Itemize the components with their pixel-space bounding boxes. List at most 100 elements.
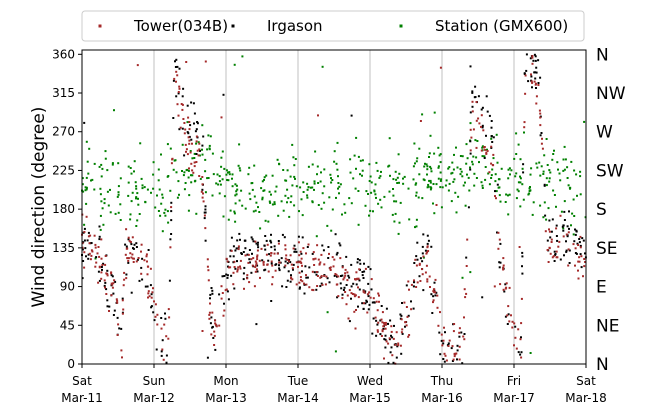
data-point [150, 293, 153, 296]
data-point [433, 111, 436, 114]
data-point [156, 323, 159, 326]
data-point [264, 219, 267, 222]
data-point [328, 281, 331, 284]
data-point [89, 258, 92, 261]
data-point [499, 283, 502, 286]
data-point [236, 188, 239, 191]
data-point [531, 55, 534, 57]
data-point [165, 361, 168, 364]
data-point [214, 322, 217, 325]
data-point [400, 314, 403, 317]
data-point [533, 80, 536, 83]
data-point [579, 175, 582, 178]
data-point [332, 265, 335, 268]
data-point [433, 288, 436, 291]
data-point [426, 246, 429, 249]
data-point [537, 59, 540, 62]
data-point [423, 165, 426, 168]
data-point [149, 267, 152, 270]
data-point [324, 283, 327, 286]
x-tick-day: Sun [143, 374, 166, 388]
data-point [147, 290, 150, 293]
data-point [426, 168, 429, 171]
data-point [505, 282, 508, 285]
data-point [478, 161, 480, 164]
data-point [230, 274, 233, 277]
data-point [375, 300, 378, 303]
data-point [366, 311, 369, 314]
data-point [319, 285, 322, 288]
data-point [213, 344, 216, 346]
data-point [182, 87, 185, 90]
data-point [447, 167, 450, 170]
data-point [318, 263, 321, 266]
data-point [126, 247, 129, 250]
data-point [357, 296, 360, 299]
data-point [257, 241, 259, 244]
data-point [255, 323, 258, 326]
data-point [265, 239, 268, 242]
data-point [498, 266, 501, 269]
data-point [98, 265, 101, 268]
data-point [250, 182, 253, 185]
data-point [137, 197, 139, 200]
data-point [133, 257, 135, 260]
data-point [166, 143, 169, 146]
data-point [513, 157, 516, 160]
data-point [127, 181, 130, 184]
data-point [206, 258, 209, 261]
data-point [225, 169, 228, 172]
data-point [358, 259, 361, 262]
data-point [306, 188, 309, 191]
data-point [490, 177, 493, 179]
data-point [129, 167, 132, 169]
x-axis-ticks: SatMar-11SunMar-12MonMar-13TueMar-14WedM… [61, 364, 607, 405]
data-point [374, 193, 377, 196]
data-point [432, 290, 435, 293]
data-point [571, 212, 574, 215]
data-point [574, 228, 576, 231]
data-point [472, 155, 475, 158]
data-point [471, 110, 474, 113]
data-point [218, 180, 221, 183]
data-point [545, 177, 548, 180]
data-point [166, 210, 169, 213]
data-point [507, 168, 510, 171]
data-point [237, 248, 240, 251]
data-point [430, 170, 433, 173]
data-points [81, 53, 587, 365]
data-point [313, 188, 315, 191]
data-point [85, 255, 87, 258]
data-point [122, 284, 125, 287]
data-point [254, 270, 257, 273]
data-point [81, 246, 84, 249]
data-point [316, 285, 319, 287]
data-point [521, 167, 524, 170]
data-point [96, 252, 99, 255]
data-point [260, 247, 263, 250]
data-point [363, 291, 366, 294]
data-point [232, 271, 235, 274]
data-point [464, 181, 466, 184]
data-point [181, 170, 183, 172]
data-point [342, 289, 345, 291]
data-point [117, 191, 120, 194]
data-point [331, 208, 334, 211]
data-point [251, 252, 253, 255]
data-point [376, 169, 379, 172]
data-point [254, 260, 257, 263]
data-point [520, 356, 523, 359]
data-point [426, 165, 429, 168]
data-point [412, 165, 415, 168]
data-point [484, 178, 487, 181]
data-point [248, 258, 251, 261]
x-tick-day: Thu [430, 374, 454, 388]
data-point [456, 166, 459, 169]
data-point [176, 74, 179, 77]
data-point [100, 277, 103, 280]
data-point [246, 277, 249, 280]
data-point [341, 293, 344, 296]
data-point [515, 347, 518, 350]
data-point [271, 174, 274, 177]
data-point [231, 177, 233, 180]
